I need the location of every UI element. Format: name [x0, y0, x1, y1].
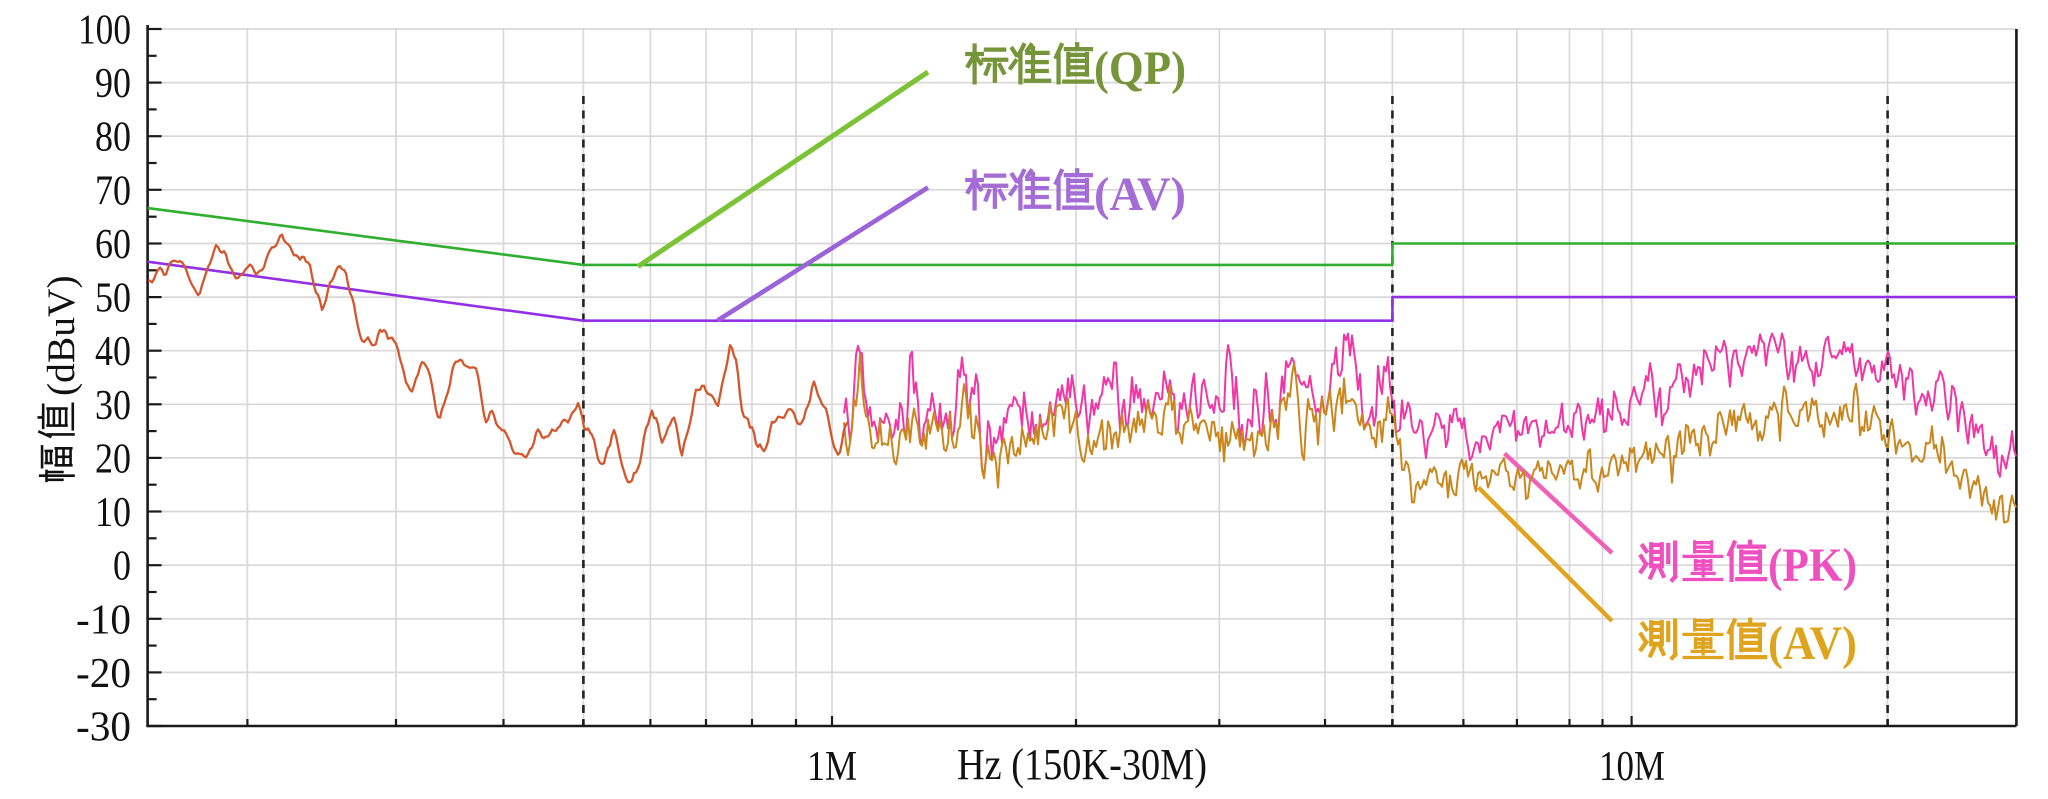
svg-text:10M: 10M — [1599, 744, 1665, 790]
svg-text:10: 10 — [95, 490, 131, 536]
svg-text:60: 60 — [95, 222, 131, 268]
svg-text:40: 40 — [95, 329, 131, 375]
svg-text:100: 100 — [78, 8, 131, 54]
svg-text:1M: 1M — [807, 744, 857, 790]
svg-text:(QP): (QP) — [1094, 42, 1186, 95]
svg-text:80: 80 — [95, 115, 131, 161]
svg-text:30: 30 — [95, 383, 131, 429]
svg-text:50: 50 — [95, 276, 131, 322]
svg-text:(dBuV): (dBuV) — [39, 275, 83, 396]
svg-text:0: 0 — [113, 544, 131, 590]
svg-text:20: 20 — [95, 436, 131, 482]
svg-text:Hz (150K-30M): Hz (150K-30M) — [957, 740, 1207, 789]
svg-text:(PK): (PK) — [1768, 539, 1857, 592]
svg-text:70: 70 — [95, 168, 131, 214]
svg-text:-10: -10 — [76, 597, 131, 643]
svg-text:(AV): (AV) — [1768, 617, 1857, 670]
svg-text:(AV): (AV) — [1094, 168, 1186, 221]
svg-text:-20: -20 — [76, 651, 131, 697]
svg-text:90: 90 — [95, 61, 131, 107]
svg-text:-30: -30 — [76, 705, 131, 751]
